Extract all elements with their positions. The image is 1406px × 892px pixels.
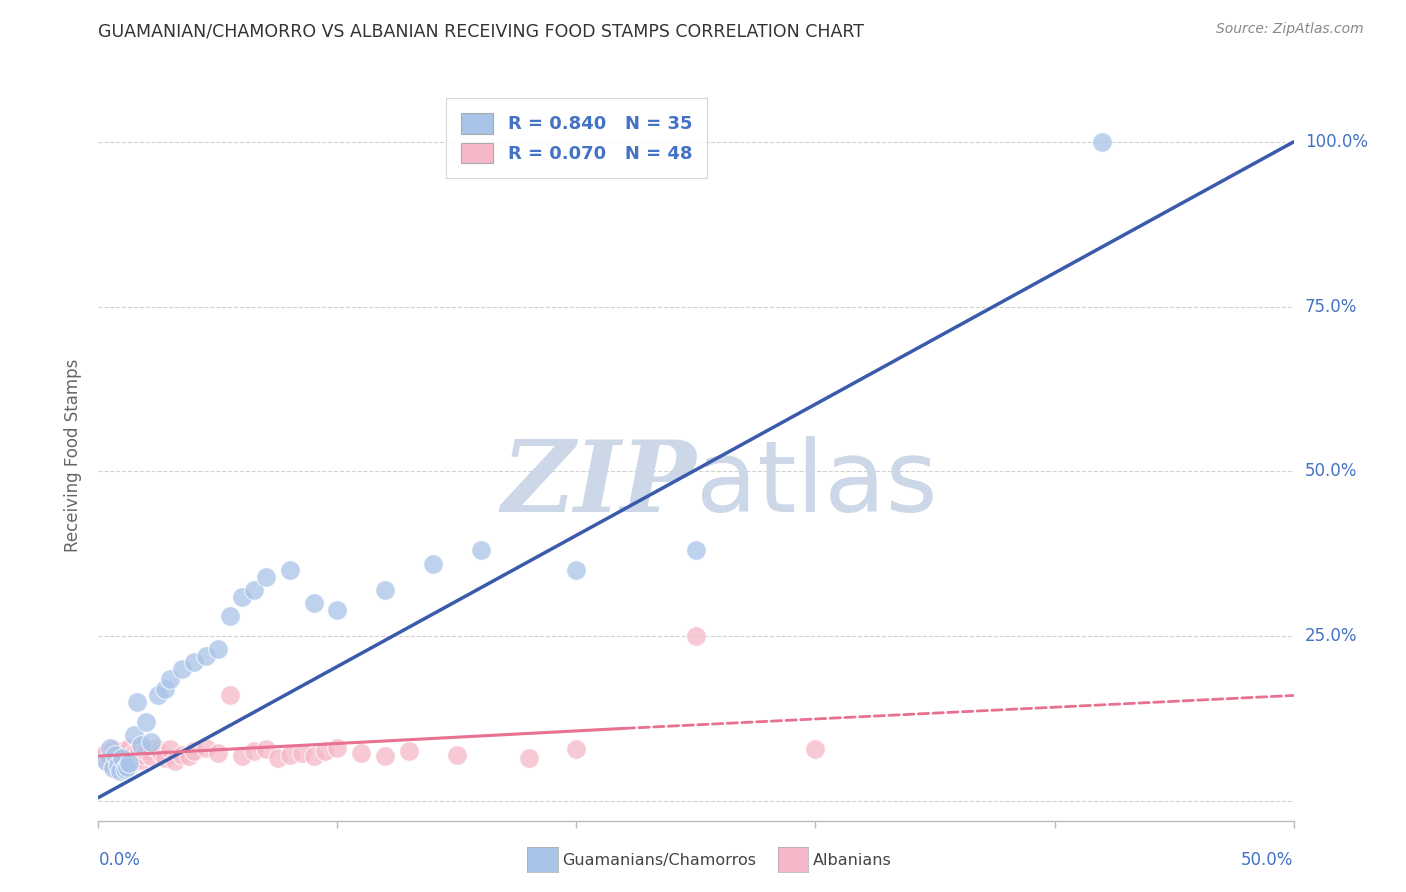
Point xyxy=(104,747,127,762)
Point xyxy=(194,741,217,756)
Text: Source: ZipAtlas.com: Source: ZipAtlas.com xyxy=(1216,22,1364,37)
Point xyxy=(179,749,201,764)
Point xyxy=(135,744,157,758)
Point xyxy=(1091,135,1114,149)
Point xyxy=(350,747,373,761)
Point xyxy=(121,756,143,770)
Point xyxy=(98,741,122,756)
Point xyxy=(111,751,134,765)
Text: Albanians: Albanians xyxy=(813,854,891,868)
Legend: R = 0.840   N = 35, R = 0.070   N = 48: R = 0.840 N = 35, R = 0.070 N = 48 xyxy=(446,98,707,178)
Point xyxy=(91,749,114,764)
Point xyxy=(159,742,181,756)
Point xyxy=(114,762,136,776)
Text: 25.0%: 25.0% xyxy=(1305,627,1357,645)
Point xyxy=(155,681,177,696)
Point xyxy=(131,753,153,767)
Point xyxy=(124,728,146,742)
Point xyxy=(108,764,131,779)
Text: Guamanians/Chamorros: Guamanians/Chamorros xyxy=(562,854,756,868)
Text: 75.0%: 75.0% xyxy=(1305,298,1357,316)
Point xyxy=(172,747,194,762)
Point xyxy=(685,543,707,558)
Point xyxy=(97,756,120,770)
Point xyxy=(98,751,122,765)
Point xyxy=(94,755,117,769)
Point xyxy=(131,738,153,752)
Y-axis label: Receiving Food Stamps: Receiving Food Stamps xyxy=(65,359,83,551)
Point xyxy=(219,689,242,703)
Point xyxy=(101,761,124,775)
Point xyxy=(118,741,141,756)
Point xyxy=(422,557,444,571)
Point xyxy=(470,543,492,558)
Point xyxy=(172,662,194,676)
Point xyxy=(159,672,181,686)
Point xyxy=(254,570,277,584)
Point xyxy=(231,749,253,764)
Point xyxy=(278,563,301,577)
Point xyxy=(398,744,420,758)
Text: GUAMANIAN/CHAMORRO VS ALBANIAN RECEIVING FOOD STAMPS CORRELATION CHART: GUAMANIAN/CHAMORRO VS ALBANIAN RECEIVING… xyxy=(98,22,865,40)
Point xyxy=(114,755,136,769)
Point xyxy=(302,596,325,610)
Point xyxy=(374,749,396,764)
Point xyxy=(132,747,155,762)
Point xyxy=(118,756,141,770)
Point xyxy=(107,757,129,772)
Point xyxy=(219,609,242,624)
Point xyxy=(207,642,229,657)
Point xyxy=(111,744,134,758)
Point xyxy=(290,747,312,761)
Point xyxy=(108,757,131,772)
Point xyxy=(517,751,540,765)
Point xyxy=(243,582,266,597)
Point xyxy=(148,689,170,703)
Point xyxy=(139,734,162,748)
Point xyxy=(446,747,468,762)
Point xyxy=(685,629,707,643)
Text: atlas: atlas xyxy=(696,435,938,533)
Point xyxy=(115,749,138,764)
Point xyxy=(101,742,124,756)
Point xyxy=(326,741,349,756)
Point xyxy=(183,744,205,758)
Text: 50.0%: 50.0% xyxy=(1241,851,1294,869)
Text: ZIP: ZIP xyxy=(501,436,696,533)
Point xyxy=(231,590,253,604)
Point xyxy=(267,751,290,765)
Point xyxy=(125,751,148,765)
Point xyxy=(163,755,186,769)
Point xyxy=(804,742,827,756)
Point xyxy=(124,747,146,761)
Point xyxy=(315,744,337,758)
Point xyxy=(326,603,349,617)
Point xyxy=(115,759,138,773)
Point xyxy=(254,742,277,756)
Point xyxy=(128,742,150,756)
Point xyxy=(207,747,229,761)
Point xyxy=(125,695,148,709)
Point xyxy=(194,648,217,663)
Point xyxy=(107,747,129,762)
Point xyxy=(94,747,117,761)
Point xyxy=(149,747,172,761)
Point xyxy=(302,749,325,764)
Text: 100.0%: 100.0% xyxy=(1305,133,1368,151)
Point xyxy=(243,744,266,758)
Point xyxy=(183,656,205,670)
Point xyxy=(135,714,157,729)
Text: 50.0%: 50.0% xyxy=(1305,462,1357,481)
Point xyxy=(139,749,162,764)
Point xyxy=(565,742,588,756)
Point xyxy=(374,582,396,597)
Point xyxy=(104,753,127,767)
Point xyxy=(278,747,301,762)
Point xyxy=(155,751,177,765)
Point xyxy=(145,741,167,756)
Point xyxy=(565,563,588,577)
Text: 0.0%: 0.0% xyxy=(98,851,141,869)
